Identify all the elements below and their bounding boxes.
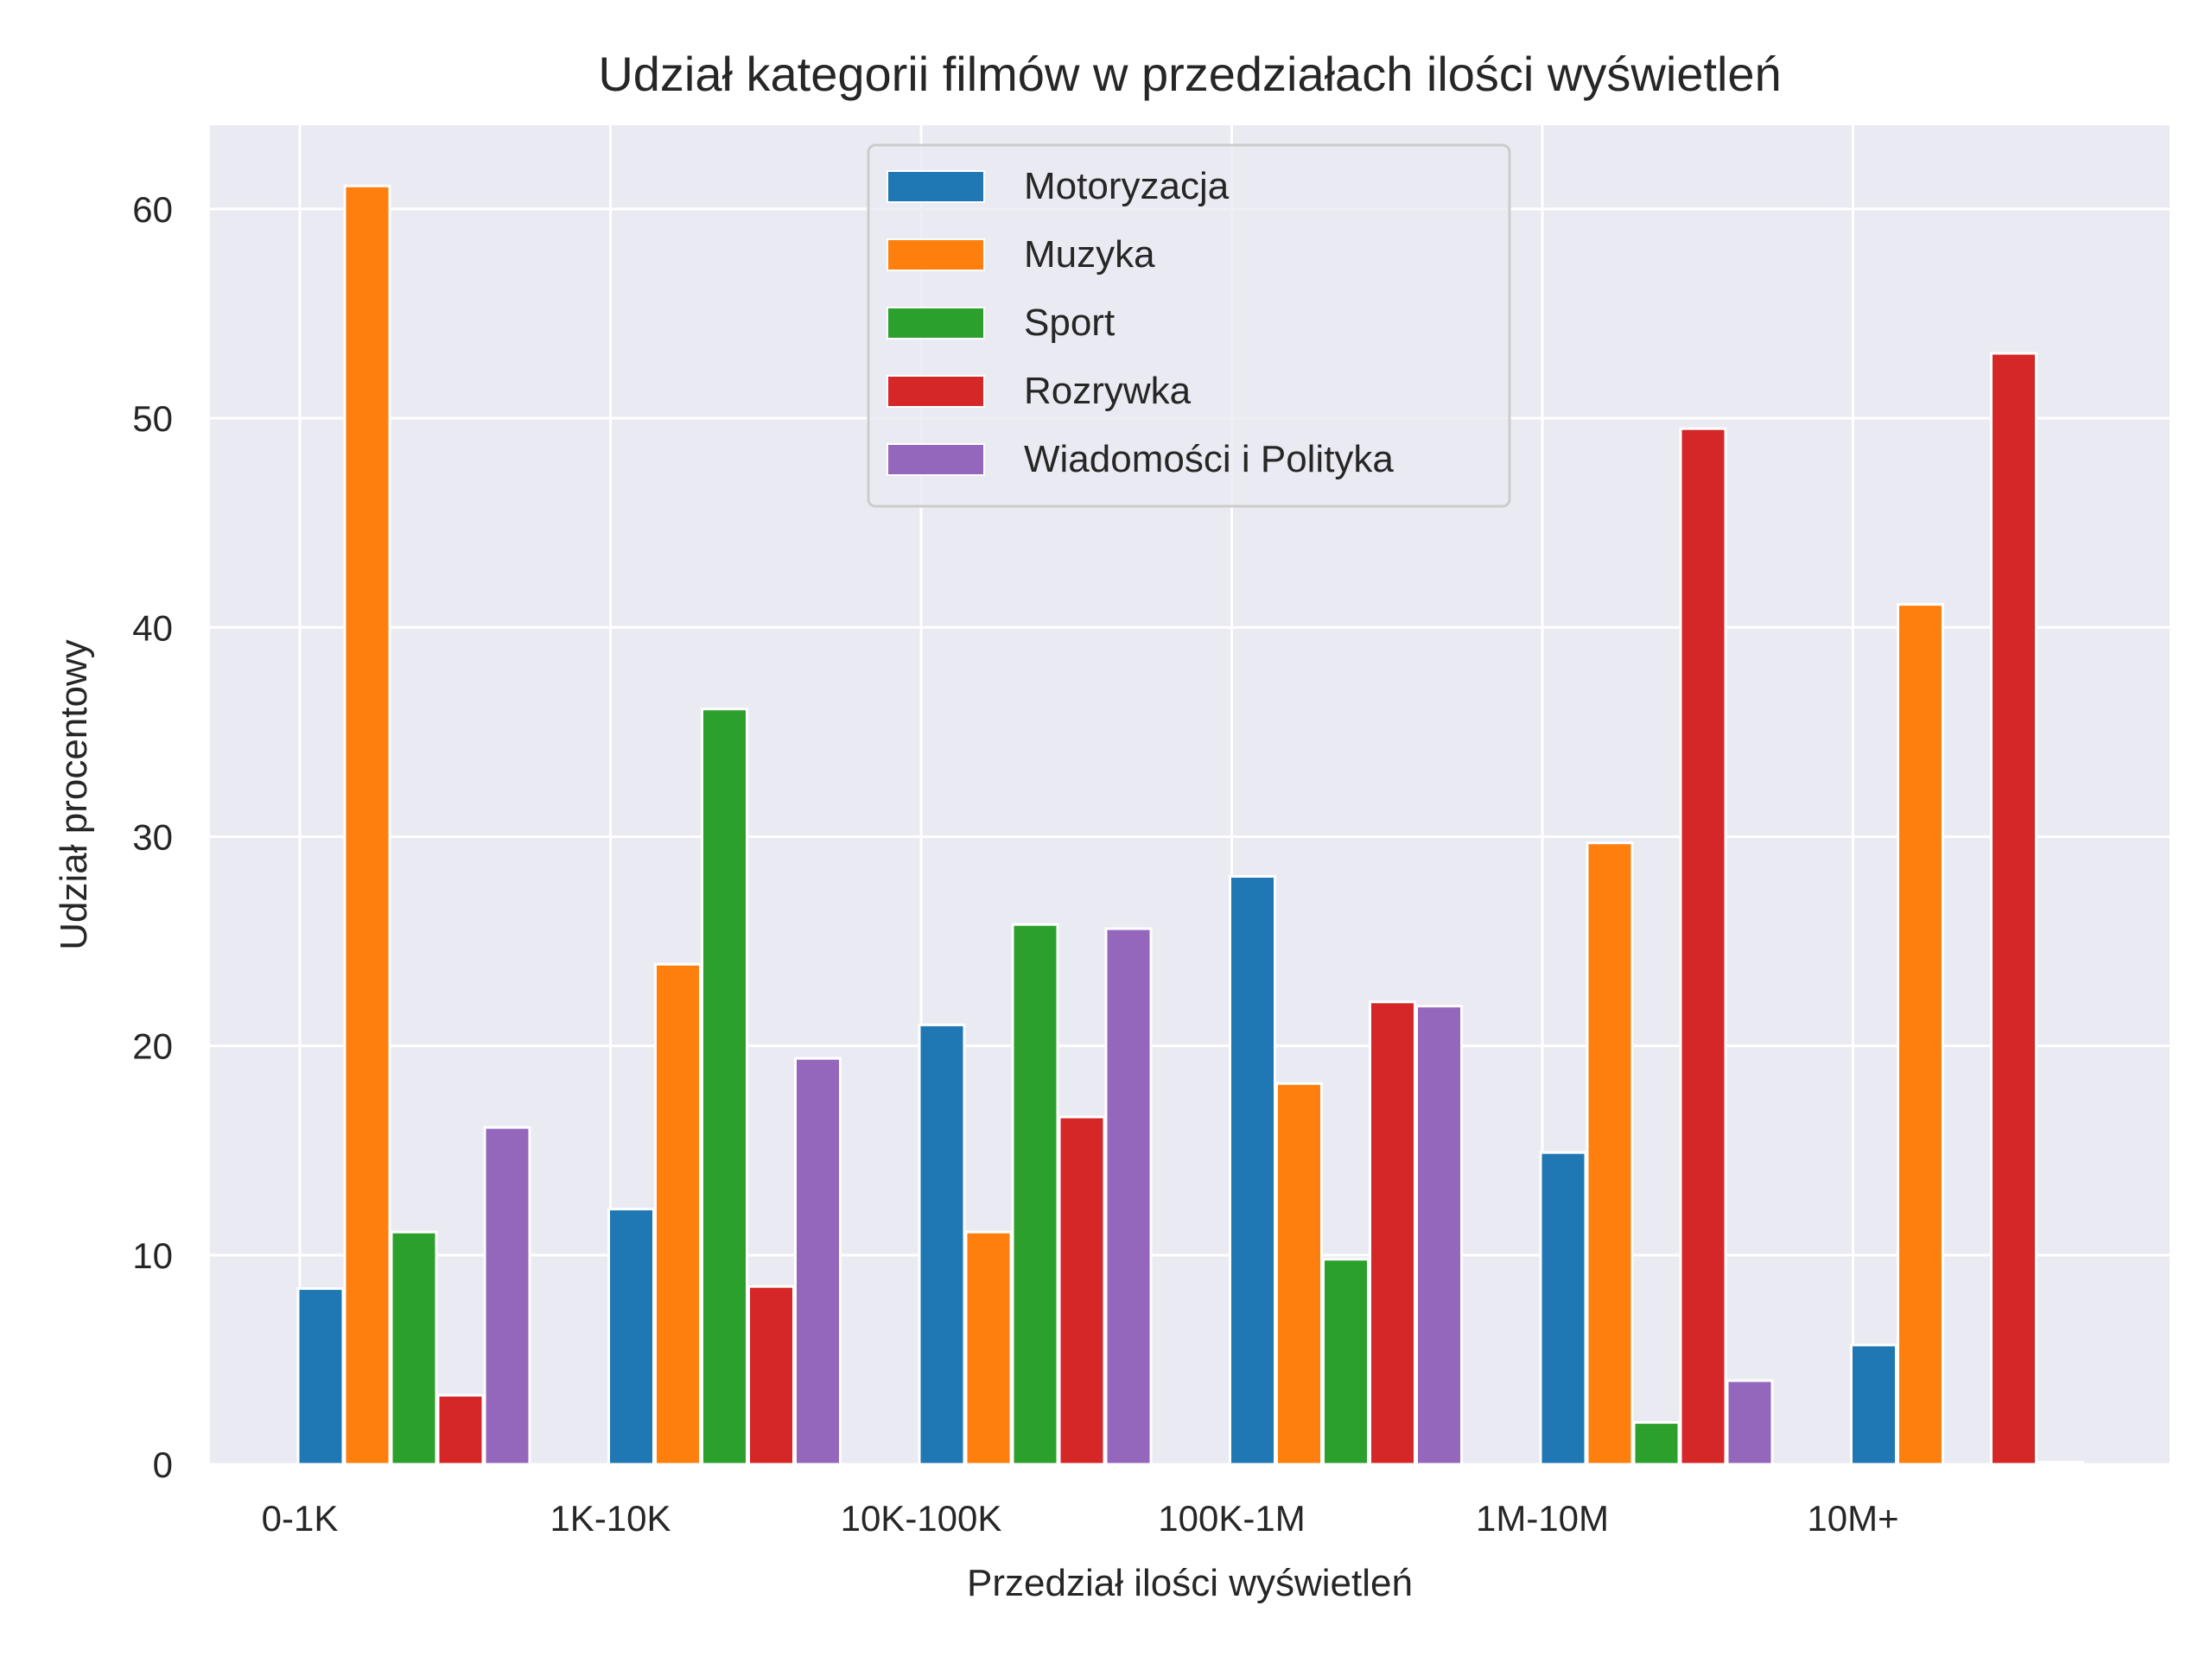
x-tick-label: 1K-10K xyxy=(550,1498,671,1539)
bar-wiadomości-i-polityka-0-1K xyxy=(483,1126,531,1466)
bar-wiadomości-i-polityka-1M-10M xyxy=(1726,1379,1774,1466)
x-tick-label: 100K-1M xyxy=(1158,1498,1305,1539)
legend-label: Motoryzacja xyxy=(1024,165,1230,207)
bar-muzyka-1M-10M xyxy=(1586,841,1634,1466)
y-tick-label: 60 xyxy=(132,189,173,230)
bar-muzyka-10K-100K xyxy=(964,1230,1013,1466)
bar-wiadomości-i-polityka-1K-10K xyxy=(794,1057,842,1466)
bar-muzyka-0-1K xyxy=(343,184,391,1466)
bar-rozrywka-1K-10K xyxy=(747,1285,795,1466)
bar-rozrywka-0-1K xyxy=(436,1393,485,1466)
y-tick-label: 0 xyxy=(153,1444,173,1485)
legend-label: Muzyka xyxy=(1024,233,1155,276)
legend-swatch xyxy=(887,375,985,408)
x-tick-label: 1M-10M xyxy=(1476,1498,1609,1539)
bar-motoryzacja-10M+ xyxy=(1850,1343,1897,1466)
legend-box xyxy=(867,143,1511,508)
bar-sport-100K-1M xyxy=(1322,1258,1370,1466)
bar-sport-0-1K xyxy=(390,1230,438,1466)
bar-motoryzacja-100K-1M xyxy=(1229,874,1276,1466)
y-tick-label: 30 xyxy=(132,816,173,857)
bar-muzyka-1K-10K xyxy=(654,962,702,1466)
bar-muzyka-100K-1M xyxy=(1275,1082,1323,1466)
bar-sport-10K-100K xyxy=(1011,923,1059,1466)
y-axis-label: Udział procentowy xyxy=(53,639,95,950)
legend-swatch xyxy=(887,443,985,476)
bar-rozrywka-10M+ xyxy=(1990,352,2037,1466)
bar-rozrywka-10K-100K xyxy=(1058,1115,1106,1466)
bar-motoryzacja-10K-100K xyxy=(918,1023,966,1466)
bar-rozrywka-100K-1M xyxy=(1369,1000,1416,1466)
x-tick-label: 0-1K xyxy=(262,1498,339,1539)
bar-sport-1M-10M xyxy=(1632,1421,1681,1466)
legend-label: Rozrywka xyxy=(1024,370,1192,412)
bar-muzyka-10M+ xyxy=(1897,603,1944,1466)
y-tick-label: 50 xyxy=(132,398,173,439)
legend-label: Wiadomości i Polityka xyxy=(1024,438,1394,480)
x-axis-label: Przedział ilości wyświetleń xyxy=(967,1562,1413,1604)
chart-title: Udział kategorii filmów w przedziałach i… xyxy=(598,47,1781,101)
legend-swatch xyxy=(887,238,985,271)
legend-label: Sport xyxy=(1024,301,1115,344)
bar-rozrywka-1M-10M xyxy=(1679,427,1727,1466)
x-tick-label: 10K-100K xyxy=(841,1498,1002,1539)
legend: Motoryzacja Muzyka Sport Rozrywka Wiadomości… xyxy=(867,143,1511,508)
bar-motoryzacja-1K-10K xyxy=(607,1208,655,1466)
y-tick-label: 20 xyxy=(132,1026,173,1067)
bar-motoryzacja-1M-10M xyxy=(1539,1151,1587,1466)
bars xyxy=(296,184,2084,1466)
y-tick-label: 40 xyxy=(132,607,173,648)
y-axis-ticks: 0 10 20 30 40 50 60 xyxy=(132,189,173,1485)
legend-swatch xyxy=(887,170,985,203)
bar-motoryzacja-0-1K xyxy=(296,1287,345,1466)
legend-swatch xyxy=(887,307,985,340)
bar-sport-1K-10K xyxy=(701,708,748,1466)
bar-wiadomości-i-polityka-10M+ xyxy=(2037,1461,2084,1466)
x-axis-ticks: 0-1K 1K-10K 10K-100K 100K-1M 1M-10M 10M+ xyxy=(262,1498,1899,1539)
bar-wiadomości-i-polityka-100K-1M xyxy=(1415,1005,1463,1466)
x-tick-label: 10M+ xyxy=(1807,1498,1898,1539)
bar-wiadomości-i-polityka-10K-100K xyxy=(1104,927,1153,1466)
y-tick-label: 10 xyxy=(132,1235,173,1276)
